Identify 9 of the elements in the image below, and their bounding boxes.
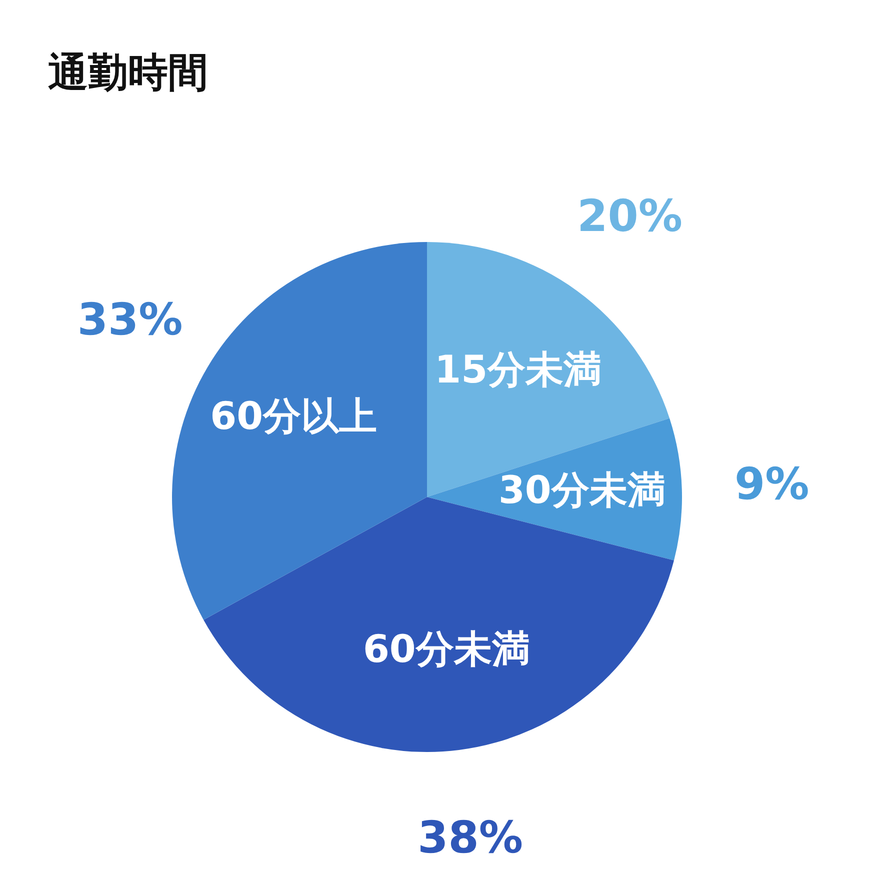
chart-title: 通勤時間	[48, 50, 208, 96]
data-label: 33%	[77, 294, 183, 346]
slice-label: 60分以上	[210, 394, 378, 438]
data-label: 9%	[734, 459, 810, 510]
slice-label: 15分未満	[434, 348, 602, 392]
slice-label: 60分未満	[362, 626, 530, 671]
slice-label: 30分未満	[498, 468, 666, 512]
data-label: 38%	[418, 812, 523, 864]
data-label: 20%	[577, 190, 682, 242]
